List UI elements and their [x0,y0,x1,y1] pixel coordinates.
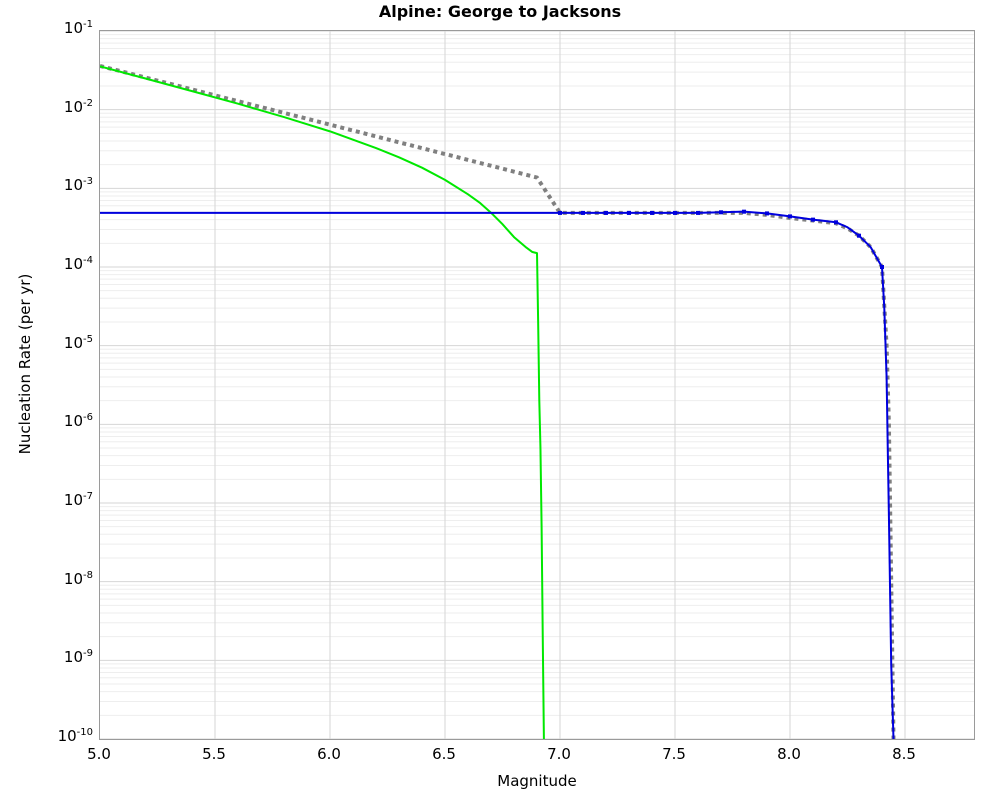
data-point-marker [581,210,585,215]
x-tick-label: 7.5 [662,745,686,763]
x-tick-label: 5.5 [202,745,226,763]
plot-canvas [100,31,974,739]
minor-gridlines-y [100,34,974,716]
data-point-marker [558,210,562,215]
data-point-marker [857,233,861,238]
y-tick-label: 10-4 [63,255,93,273]
x-axis-tick-labels: 5.0 5.5 6.0 6.5 7.0 7.5 8.0 8.5 [0,745,1000,775]
data-point-marker [696,210,700,215]
data-point-marker [788,214,792,219]
y-tick-label: 10-3 [63,176,93,195]
x-tick-label: 6.0 [317,745,341,763]
data-point-marker [719,210,723,215]
x-tick-label: 8.5 [892,745,916,763]
data-point-marker [765,211,769,216]
y-tick-label: 10-9 [63,648,93,667]
data-point-marker [673,210,677,215]
data-point-marker [811,217,815,222]
x-tick-label: 8.0 [777,745,801,763]
series-layer [100,63,896,739]
data-point-marker [834,220,838,225]
y-tick-label: 10-5 [63,333,93,352]
series-gray-dotted-reference [100,63,896,739]
data-point-marker [604,210,608,215]
x-tick-label: 7.0 [547,745,571,763]
y-tick-label: 10-10 [57,727,93,745]
y-tick-label: 10-2 [63,97,93,116]
x-axis-label: Magnitude [497,772,577,790]
major-gridlines-y [100,31,974,739]
x-tick-label: 6.5 [432,745,456,763]
data-point-marker [880,265,884,269]
y-tick-label: 10-1 [63,19,93,37]
data-point-marker [742,209,746,214]
major-gridlines-x [214,31,906,739]
y-axis-tick-labels: 10-1 10-2 10-3 10-4 10-5 10-6 10-7 10-8 10-9 10-1… [0,0,93,800]
series-green-curve [100,65,545,739]
data-point-marker [627,210,631,215]
data-point-marker [650,210,654,215]
x-tick-label: 5.0 [87,745,111,763]
y-tick-label: 10-7 [63,491,93,509]
page-title: Alpine: George to Jacksons [378,2,622,21]
y-tick-label: 10-6 [63,412,93,431]
plot-area [99,30,975,740]
y-tick-label: 10-8 [63,569,93,588]
